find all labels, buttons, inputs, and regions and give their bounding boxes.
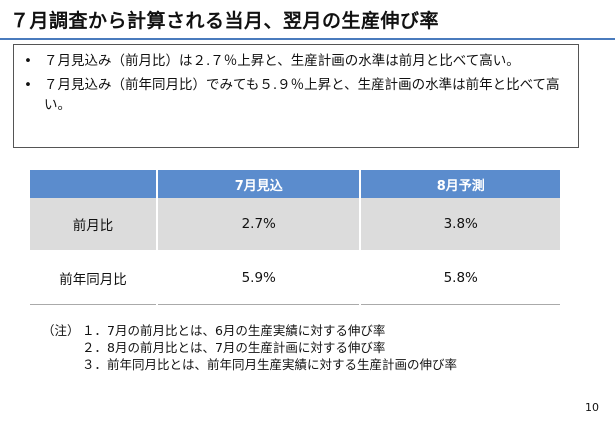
cell-mom-august: 3.8% bbox=[360, 198, 560, 252]
footnote-item: （注） １．7月の前月比とは、6月の生産実績に対する伸び率 bbox=[42, 322, 457, 339]
footnote-text: ３．前年同月比とは、前年同月生産実績に対する生産計画の伸び率 bbox=[82, 357, 458, 372]
summary-bullet-text: ７月見込み（前年同月比）でみても５.９％上昇と、生産計画の水準は前年と比べて高い… bbox=[44, 77, 560, 113]
summary-box: • ７月見込み（前月比）は２.７％上昇と、生産計画の水準は前月と比べて高い。 •… bbox=[13, 44, 579, 148]
table-header-empty bbox=[30, 170, 158, 198]
footnote-prefix: （注） bbox=[42, 323, 80, 338]
cell-yoy-july: 5.9% bbox=[157, 251, 362, 305]
page-number: 10 bbox=[585, 401, 599, 414]
footnote-item: ３．前年同月比とは、前年同月生産実績に対する生産計画の伸び率 bbox=[42, 356, 457, 373]
table-row: 前年同月比 5.9% 5.8% bbox=[30, 251, 560, 305]
growth-rate-table: 7月見込 8月予測 前月比 2.7% 3.8% 前年同月比 5.9% 5.8% bbox=[30, 170, 560, 305]
footnote-spacer bbox=[42, 356, 82, 373]
table-header-august-forecast: 8月予測 bbox=[360, 170, 560, 198]
table-header-july-estimate: 7月見込 bbox=[157, 170, 362, 198]
footnote-text: １．7月の前月比とは、6月の生産実績に対する伸び率 bbox=[82, 323, 386, 338]
summary-bullet-text: ７月見込み（前月比）は２.７％上昇と、生産計画の水準は前月と比べて高い。 bbox=[44, 53, 520, 69]
table-header-row: 7月見込 8月予測 bbox=[30, 170, 560, 198]
title-underline bbox=[0, 38, 615, 40]
footnote-item: ２．8月の前月比とは、7月の生産計画に対する伸び率 bbox=[42, 339, 457, 356]
cell-yoy-august: 5.8% bbox=[360, 251, 560, 305]
summary-bullet: • ７月見込み（前月比）は２.７％上昇と、生産計画の水準は前月と比べて高い。 bbox=[24, 51, 568, 71]
footnotes: （注） １．7月の前月比とは、6月の生産実績に対する伸び率 ２．8月の前月比とは… bbox=[42, 322, 457, 373]
footnote-text: ２．8月の前月比とは、7月の生産計画に対する伸び率 bbox=[82, 340, 386, 355]
bullet-icon: • bbox=[24, 77, 32, 93]
footnote-spacer bbox=[42, 339, 82, 356]
row-label-mom: 前月比 bbox=[30, 198, 158, 252]
summary-bullet: • ７月見込み（前年同月比）でみても５.９％上昇と、生産計画の水準は前年と比べて… bbox=[24, 75, 568, 115]
bullet-icon: • bbox=[24, 53, 32, 69]
table-row: 前月比 2.7% 3.8% bbox=[30, 198, 560, 252]
page-title: ７月調査から計算される当月、翌月の生産伸び率 bbox=[10, 10, 440, 32]
cell-mom-july: 2.7% bbox=[157, 198, 362, 252]
row-label-yoy: 前年同月比 bbox=[30, 251, 158, 305]
